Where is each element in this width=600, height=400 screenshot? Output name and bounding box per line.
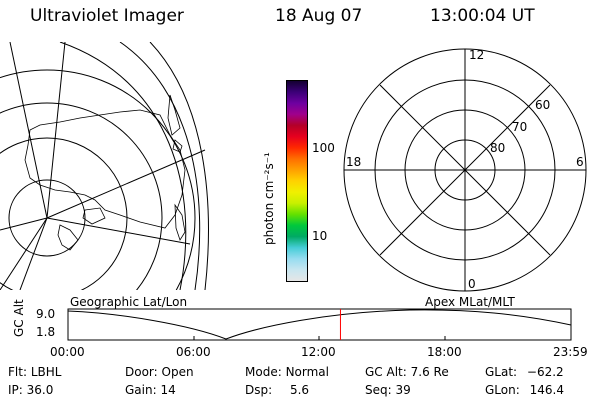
date-label: 18 Aug 07 — [275, 6, 363, 26]
mlt-label-12: 12 — [469, 48, 485, 62]
flt-value: LBHL — [30, 365, 62, 379]
status-flt: Flt: LBHL — [8, 365, 62, 379]
y-tick-max: 9.0 — [36, 307, 56, 321]
x-tick-label-0000: 00:00 — [50, 345, 85, 359]
x-tick-label-1800: 18:00 — [427, 345, 462, 359]
x-tick-label-2359: 23:59 — [553, 345, 588, 359]
status-ip: IP: 36.0 — [8, 383, 54, 397]
status-dsp: Dsp: 5.6 — [245, 383, 310, 397]
altitude-curve — [67, 309, 572, 340]
geo-map-caption: Geographic Lat/Lon — [70, 295, 188, 309]
time-label: 13:00:04 UT — [430, 6, 535, 26]
status-mode: Mode: Normal — [245, 365, 329, 379]
ip-value: 36.0 — [26, 383, 54, 397]
polar-grid-caption: Apex MLat/MLT — [425, 295, 515, 309]
seq-value: 39 — [395, 383, 411, 397]
lat-label-60: 60 — [535, 98, 551, 112]
y-tick-min: 1.8 — [36, 325, 56, 339]
status-gcalt: GC Alt: 7.6 Re — [365, 365, 449, 379]
gain-value: 14 — [160, 383, 176, 397]
colorbar-tick-100: 100 — [312, 141, 335, 155]
instrument-title: Ultraviolet Imager — [30, 6, 184, 26]
mlt-label-6: 6 — [576, 155, 584, 169]
dsp-value: 5.6 — [289, 383, 310, 397]
mlt-label-18: 18 — [346, 155, 362, 169]
lat-label-70: 70 — [512, 120, 528, 134]
colorbar — [286, 80, 308, 282]
geo-map-lines — [0, 42, 209, 290]
status-glat: GLat: −62.2 — [485, 365, 564, 379]
x-tick-label-0600: 06:00 — [176, 345, 211, 359]
glon-value: 146.4 — [529, 383, 564, 397]
status-seq: Seq: 39 — [365, 383, 411, 397]
door-value: Open — [161, 365, 194, 379]
glat-value: −62.2 — [526, 365, 564, 379]
status-gain: Gain: 14 — [125, 383, 176, 397]
lat-label-80: 80 — [490, 141, 506, 155]
x-tick-label-1200: 12:00 — [301, 345, 336, 359]
timeline-ylabel: GC Alt — [12, 299, 26, 337]
mlt-label-0: 0 — [468, 277, 476, 291]
polar-diagonal-2 — [379, 84, 551, 256]
status-door: Door: Open — [125, 365, 194, 379]
colorbar-tick-10: 10 — [312, 229, 328, 243]
mode-value: Normal — [285, 365, 329, 379]
status-glon: GLon: 146.4 — [485, 383, 564, 397]
gcalt-value: 7.6 Re — [410, 365, 449, 379]
